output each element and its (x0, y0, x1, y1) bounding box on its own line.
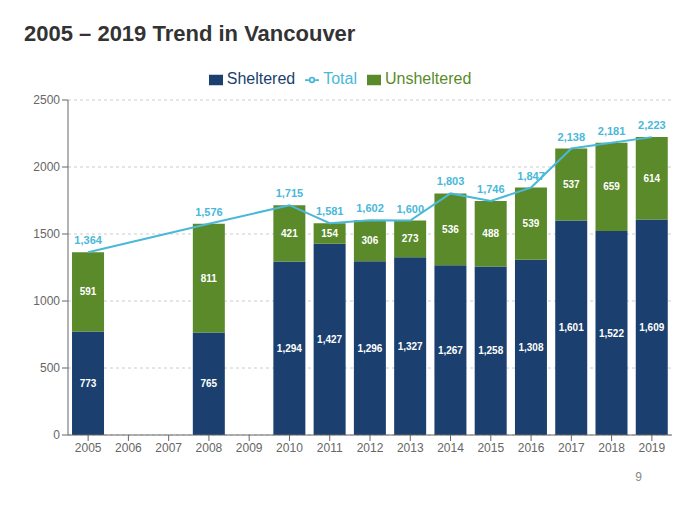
svg-text:2014: 2014 (437, 441, 464, 455)
svg-text:2010: 2010 (276, 441, 303, 455)
svg-text:2009: 2009 (236, 441, 263, 455)
svg-text:306: 306 (362, 235, 379, 246)
svg-text:421: 421 (281, 228, 298, 239)
svg-text:536: 536 (442, 224, 459, 235)
svg-text:773: 773 (80, 378, 97, 389)
svg-text:2007: 2007 (155, 441, 182, 455)
svg-text:2011: 2011 (317, 441, 343, 455)
svg-text:488: 488 (482, 228, 499, 239)
svg-text:2017: 2017 (558, 441, 585, 455)
svg-text:2008: 2008 (196, 441, 223, 455)
svg-text:1,576: 1,576 (195, 206, 223, 218)
svg-text:1,308: 1,308 (518, 342, 543, 353)
html-text:Unsheltered: Unsheltered (385, 70, 472, 87)
svg-text:765: 765 (200, 378, 217, 389)
svg-text:0: 0 (53, 428, 60, 442)
svg-text:1,602: 1,602 (356, 202, 384, 214)
svg-text:1,258: 1,258 (478, 345, 503, 356)
svg-text:154: 154 (321, 228, 338, 239)
svg-text:1,327: 1,327 (398, 341, 423, 352)
svg-text:500: 500 (40, 361, 60, 375)
svg-text:1,803: 1,803 (437, 175, 465, 187)
svg-text:2015: 2015 (477, 441, 504, 455)
html-text:Sheltered: Sheltered (226, 70, 296, 87)
html-text:Total: Total (323, 70, 357, 87)
svg-text:1000: 1000 (33, 294, 60, 308)
svg-text:811: 811 (201, 273, 218, 284)
svg-text:1,746: 1,746 (477, 183, 505, 195)
svg-text:1,581: 1,581 (316, 205, 344, 217)
html-text:2005 – 2019 Trend in Vancouver: 2005 – 2019 Trend in Vancouver (24, 21, 356, 46)
svg-text:1,364: 1,364 (74, 234, 102, 246)
svg-text:1,715: 1,715 (276, 187, 304, 199)
svg-text:273: 273 (402, 233, 419, 244)
svg-text:2006: 2006 (115, 441, 142, 455)
svg-text:2019: 2019 (639, 441, 666, 455)
svg-text:1,600: 1,600 (397, 203, 425, 215)
svg-text:2016: 2016 (518, 441, 545, 455)
svg-text:2013: 2013 (397, 441, 424, 455)
svg-text:591: 591 (80, 286, 97, 297)
svg-text:2,223: 2,223 (638, 119, 666, 131)
svg-text:659: 659 (603, 181, 620, 192)
svg-text:2012: 2012 (357, 441, 384, 455)
svg-text:1,267: 1,267 (438, 345, 463, 356)
svg-text:1500: 1500 (33, 227, 60, 241)
svg-text:539: 539 (523, 218, 540, 229)
svg-text:2000: 2000 (33, 160, 60, 174)
svg-text:1,601: 1,601 (559, 322, 584, 333)
svg-text:2005: 2005 (75, 441, 102, 455)
svg-text:1,294: 1,294 (277, 343, 302, 354)
svg-text:1,522: 1,522 (599, 328, 624, 339)
svg-text:1,427: 1,427 (317, 334, 342, 345)
svg-text:614: 614 (643, 173, 660, 184)
svg-text:2,138: 2,138 (558, 131, 586, 143)
svg-text:1,847: 1,847 (517, 170, 545, 182)
svg-text:2,181: 2,181 (598, 125, 626, 137)
html-text:9: 9 (635, 470, 642, 484)
svg-text:1,296: 1,296 (357, 343, 382, 354)
svg-text:1,609: 1,609 (639, 322, 664, 333)
svg-text:2018: 2018 (598, 441, 625, 455)
svg-text:537: 537 (563, 179, 580, 190)
svg-text:2500: 2500 (33, 93, 60, 107)
